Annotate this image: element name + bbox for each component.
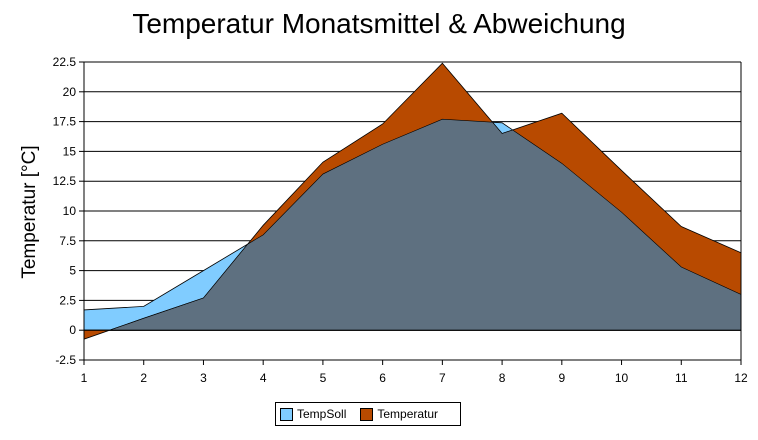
x-tick-label: 7 [439,371,446,385]
legend-item-temperatur: Temperatur [360,407,438,421]
x-tick-label: 1 [81,371,88,385]
x-tick-label: 2 [140,371,147,385]
legend-swatch-tempsoll [280,407,293,421]
y-tick-label: 12.5 [53,174,77,188]
x-tick-label: 6 [379,371,386,385]
x-tick-label: 12 [734,371,748,385]
x-tick-label: 9 [558,371,565,385]
y-tick-label: -2.5 [55,353,76,367]
legend-swatch-temperatur [360,407,374,421]
x-tick-label: 3 [200,371,207,385]
x-tick-label: 11 [675,371,688,385]
legend: TempSoll Temperatur [275,402,461,426]
y-tick-label: 2.5 [59,293,76,307]
y-tick-label: 7.5 [59,234,76,248]
y-tick-label: 0 [69,323,76,337]
y-tick-label: 15 [63,144,77,158]
y-tick-label: 10 [63,204,77,218]
y-tick-label: 17.5 [53,115,77,129]
legend-item-tempsoll: TempSoll [280,407,346,421]
x-tick-label: 10 [615,371,629,385]
y-tick-label: 22.5 [53,55,77,69]
x-tick-label: 4 [260,371,267,385]
y-tick-label: 20 [63,85,77,99]
chart-title: Temperatur Monatsmittel & Abweichung [132,8,626,39]
x-tick-label: 8 [499,371,506,385]
legend-label-temperatur: Temperatur [377,407,439,421]
x-tick-label: 5 [320,371,327,385]
y-tick-label: 5 [69,264,76,278]
legend-label-tempsoll: TempSoll [297,407,347,421]
area-series [83,62,742,340]
